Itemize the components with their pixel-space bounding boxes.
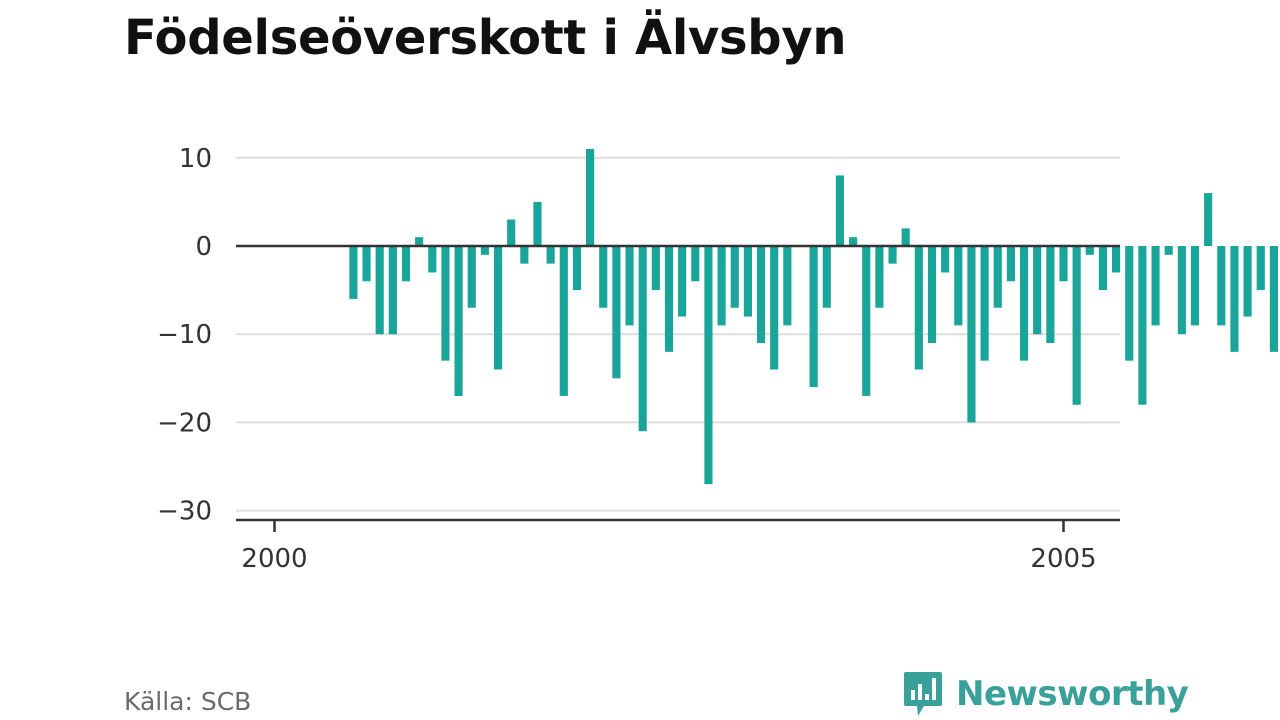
bar — [1006, 246, 1015, 282]
bar — [1059, 246, 1068, 282]
bar — [559, 246, 568, 396]
bar — [349, 246, 358, 299]
bar — [612, 246, 621, 379]
bar — [888, 246, 897, 264]
bar — [1204, 193, 1213, 246]
x-tick-labels: 200020052010201520202025 — [241, 544, 1096, 574]
bar — [954, 246, 963, 326]
bar — [362, 246, 371, 282]
bar — [730, 246, 739, 308]
bar — [770, 246, 779, 370]
bar — [586, 148, 595, 246]
bar — [467, 246, 476, 308]
y-tick-labels: 10 0 −10 −20 −30 — [157, 144, 212, 527]
bar — [401, 246, 411, 282]
bar — [927, 246, 937, 344]
bar — [1098, 246, 1108, 291]
bar-chart: 100−10−20−30 200020052010201520202025 — [157, 144, 1278, 574]
bar — [691, 246, 700, 282]
bar — [993, 246, 1002, 308]
x-tick-label: 2005 — [1030, 544, 1096, 574]
bar — [704, 246, 713, 485]
bar — [651, 246, 660, 291]
y-tick-label: 0 — [195, 232, 212, 262]
bars — [349, 148, 1278, 485]
bar — [441, 246, 450, 361]
bar — [1019, 246, 1029, 361]
bar — [507, 219, 516, 246]
bar — [941, 246, 950, 273]
bar — [533, 201, 542, 246]
bar — [638, 246, 647, 432]
bar — [546, 246, 555, 264]
bar — [493, 246, 503, 370]
bar — [1112, 246, 1121, 273]
bar — [664, 246, 674, 352]
bar — [1046, 246, 1055, 344]
y-tick-label: −20 — [157, 408, 212, 438]
bar — [388, 246, 397, 335]
bar — [572, 246, 582, 291]
bar — [849, 237, 858, 246]
bar — [480, 246, 489, 255]
bar — [1151, 246, 1160, 326]
bar — [809, 246, 818, 388]
bar — [1138, 246, 1147, 405]
bar — [520, 246, 529, 264]
bar — [415, 237, 424, 246]
bar — [1243, 246, 1252, 317]
y-tick-label: −10 — [157, 320, 212, 350]
bar — [454, 246, 463, 396]
newsworthy-logo: Newsworthy — [902, 670, 1189, 718]
y-tick-label: −30 — [157, 497, 212, 527]
bar — [375, 246, 384, 335]
bar — [822, 246, 831, 308]
bar — [1164, 246, 1173, 255]
newsworthy-logo-icon — [904, 672, 942, 716]
bar — [743, 246, 752, 317]
bar — [1177, 246, 1186, 335]
bar — [1033, 246, 1042, 335]
source-note: Källa: SCB — [124, 687, 252, 716]
bar — [835, 175, 845, 246]
bar — [1217, 246, 1226, 326]
bar — [783, 246, 792, 326]
bar — [1230, 246, 1239, 352]
chart-title: Födelseöverskott i Älvsbyn — [124, 10, 847, 66]
bar — [862, 246, 871, 396]
bar — [914, 246, 923, 370]
bar — [1125, 246, 1134, 361]
bar — [1072, 246, 1081, 405]
x-tick-label: 2000 — [241, 544, 307, 574]
bar — [428, 246, 437, 273]
bar — [1269, 246, 1278, 352]
bar — [901, 228, 910, 246]
bar — [625, 246, 634, 326]
axes — [236, 244, 1120, 532]
bar — [599, 246, 608, 308]
newsworthy-logo-text: Newsworthy — [956, 674, 1189, 714]
bar — [678, 246, 687, 317]
bar — [1190, 246, 1200, 326]
bar — [875, 246, 884, 308]
bar — [980, 246, 989, 361]
bar — [1256, 246, 1265, 291]
bar — [756, 246, 766, 344]
bar — [1085, 246, 1094, 255]
bar — [967, 246, 976, 423]
bar — [717, 246, 726, 326]
y-tick-label: 10 — [179, 144, 212, 174]
